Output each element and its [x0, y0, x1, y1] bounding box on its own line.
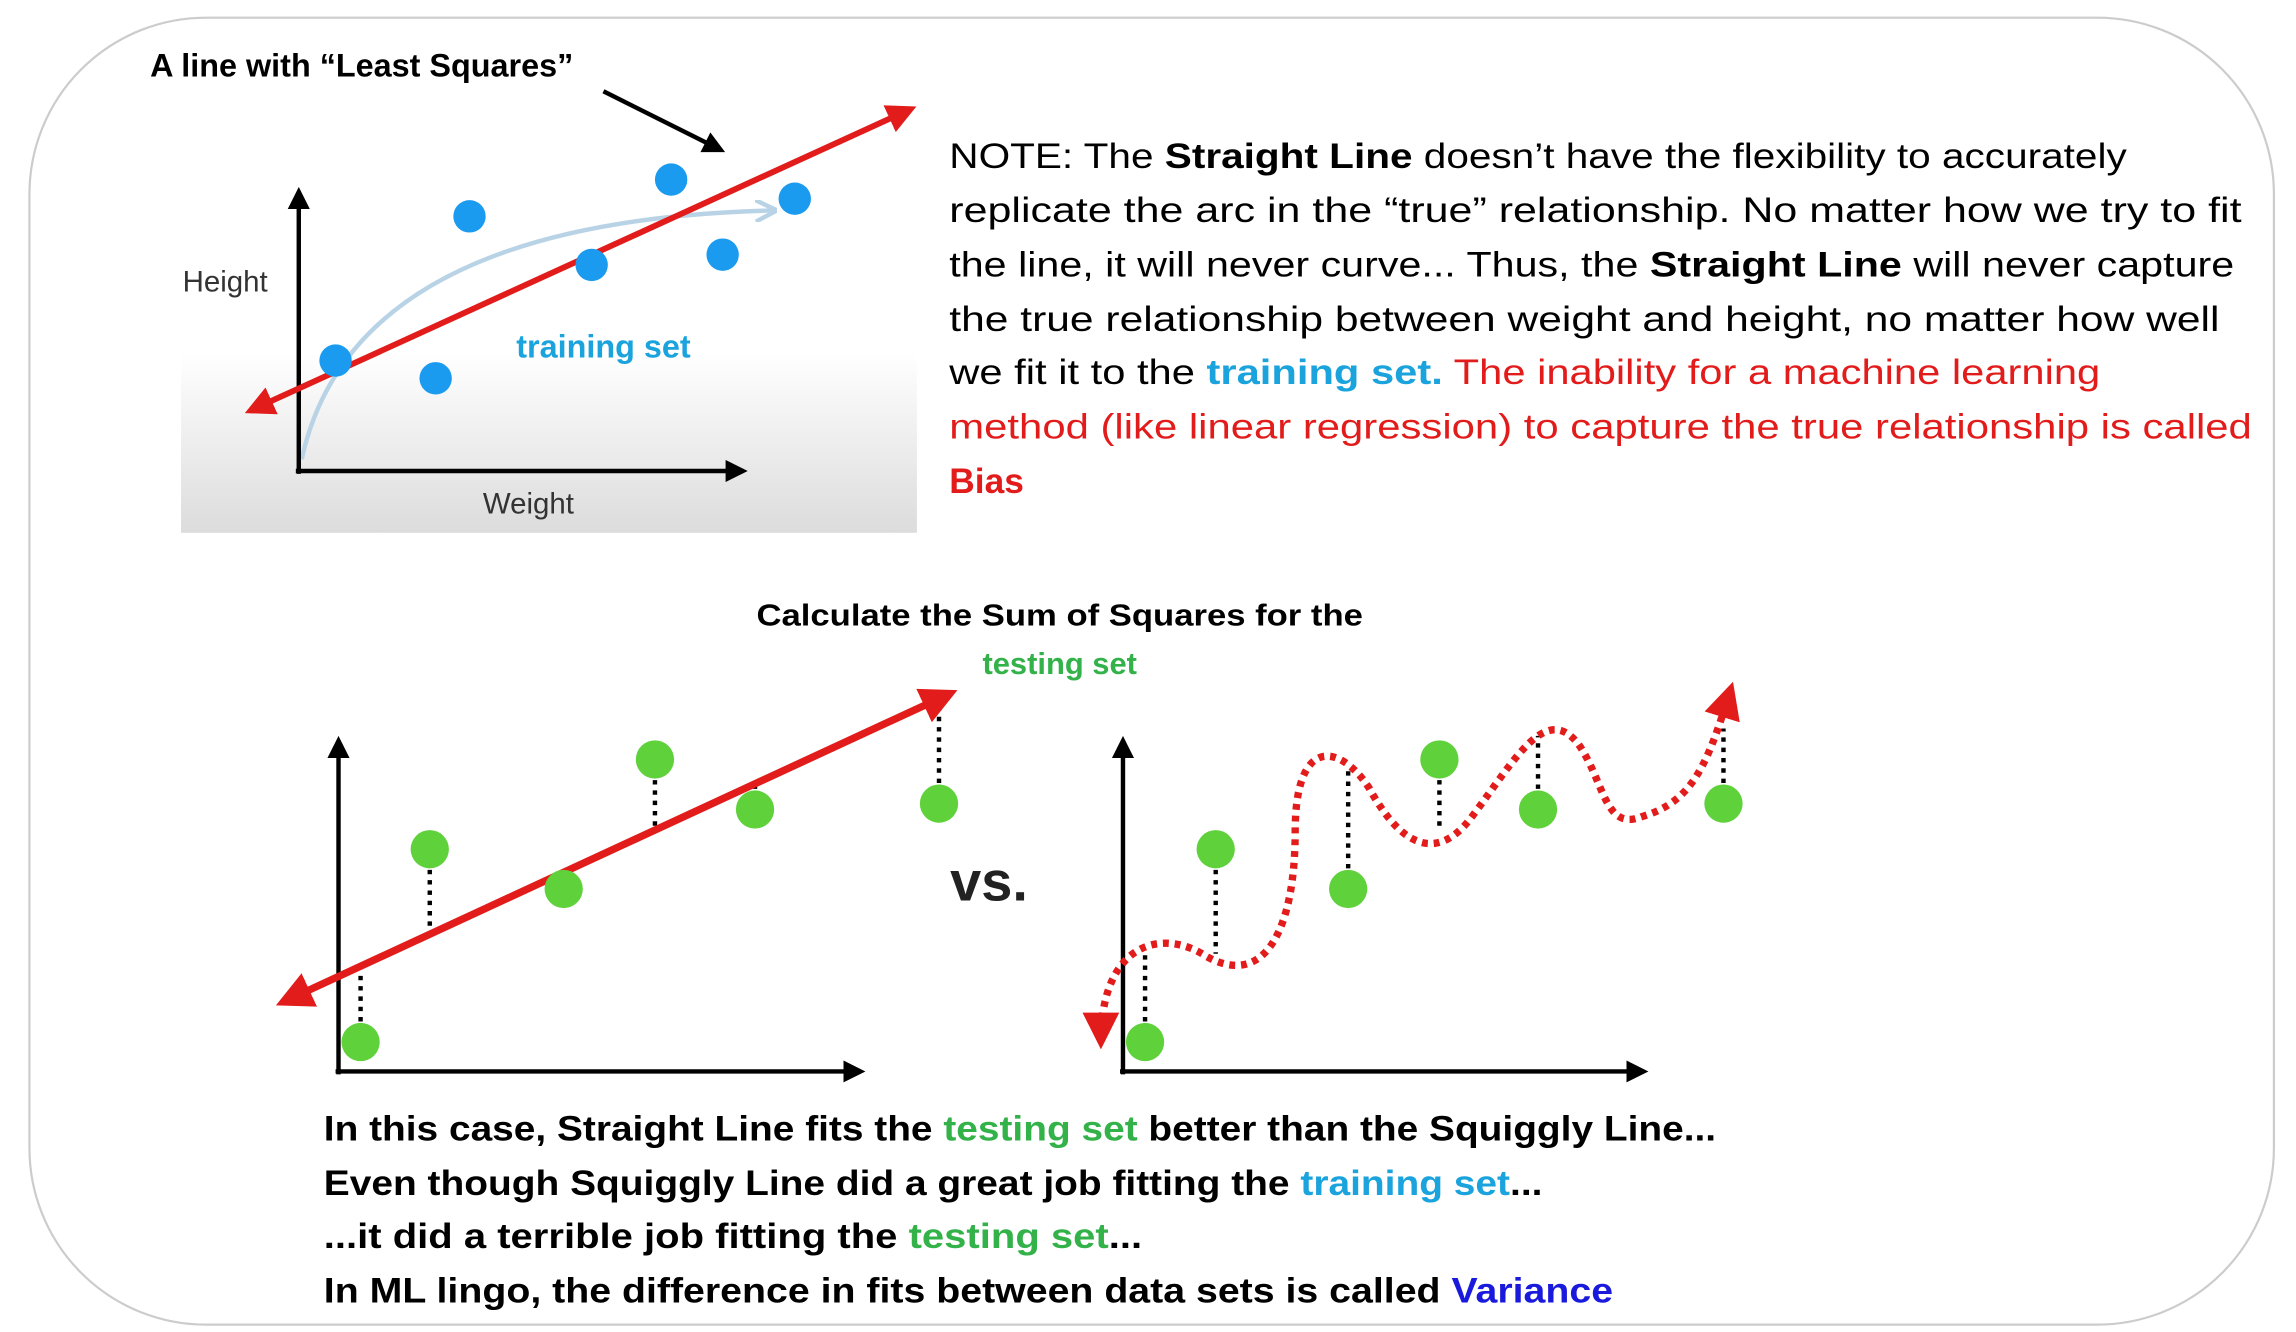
summary-line: ...it did a terrible job fitting the tes… — [324, 1217, 1142, 1256]
text: Straight Line — [1165, 137, 1413, 176]
text: replicate the arc in the “true” relation… — [949, 191, 2241, 230]
text: will never capture — [1902, 246, 2234, 285]
testing-points — [341, 740, 959, 1062]
bottom-title-highlight: testing set — [982, 646, 1136, 681]
text: The inability for a machine learning — [1443, 353, 2100, 392]
text: testing set — [943, 1110, 1138, 1149]
text: the line, it will never curve... Thus, t… — [949, 246, 1650, 285]
text: Variance — [1451, 1272, 1613, 1311]
x-axis-label: Weight — [483, 488, 574, 521]
squiggly-line — [1082, 681, 1740, 1050]
straight-plot — [275, 688, 959, 1083]
text: In this case, Straight Line fits the — [324, 1110, 944, 1149]
bottom-title: Calculate the Sum of Squares for the — [757, 598, 1363, 633]
text: we fit it to the — [948, 353, 1206, 392]
fit-line — [275, 688, 958, 1007]
squiggly-plot — [1082, 681, 1743, 1083]
text: Even though Squiggly Line did a great jo… — [324, 1164, 1301, 1203]
training-plot: A line with “Least Squares” Height Weigh… — [150, 48, 917, 533]
note-line: method (like linear regression) to captu… — [949, 408, 2252, 447]
testing-points — [1125, 740, 1743, 1062]
text: In ML lingo, the difference in fits betw… — [324, 1272, 1452, 1311]
summary: In this case, Straight Line fits the tes… — [324, 1110, 1716, 1311]
text: NOTE: The — [949, 137, 1165, 176]
y-axis-label: Height — [183, 265, 268, 298]
note-line: NOTE: The Straight Line doesn’t have the… — [949, 137, 2127, 176]
text: Bias — [949, 462, 1024, 501]
text: the true relationship between weight and… — [949, 300, 2219, 339]
training-points — [319, 163, 811, 395]
text: ... — [1510, 1164, 1542, 1203]
text: doesn’t have the flexibility to accurate… — [1413, 137, 2128, 176]
frame — [28, 16, 2276, 1326]
note-line: replicate the arc in the “true” relation… — [949, 191, 2241, 230]
note-line: the line, it will never curve... Thus, t… — [949, 246, 2234, 285]
text: better than the Squiggly Line... — [1138, 1110, 1716, 1149]
summary-line: Even though Squiggly Line did a great jo… — [324, 1164, 1543, 1203]
text: ...it did a terrible job fitting the — [324, 1217, 909, 1256]
text: ... — [1109, 1217, 1142, 1256]
training-label: training set — [516, 329, 691, 365]
note-line: we fit it to the training set. The inabi… — [948, 353, 2100, 392]
note-line: Bias — [949, 462, 1024, 501]
text: training set. — [1207, 353, 1443, 392]
annotation: A line with “Least Squares” — [150, 48, 573, 84]
text: testing set — [909, 1217, 1109, 1256]
summary-line: In ML lingo, the difference in fits betw… — [324, 1272, 1613, 1311]
text: method (like linear regression) to captu… — [949, 408, 2252, 447]
text: Straight Line — [1650, 246, 1902, 285]
text: training set — [1300, 1164, 1510, 1203]
summary-line: In this case, Straight Line fits the tes… — [324, 1110, 1716, 1149]
note: NOTE: The Straight Line doesn’t have the… — [948, 137, 2252, 501]
vs-label: vs. — [950, 850, 1028, 913]
note-line: the true relationship between weight and… — [949, 300, 2219, 339]
annotation-arrow — [602, 89, 726, 153]
